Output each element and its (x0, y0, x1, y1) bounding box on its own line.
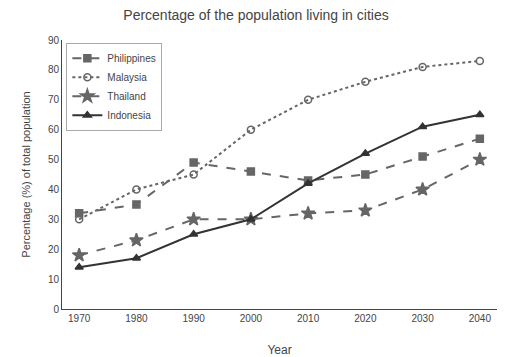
svg-text:Malaysia: Malaysia (107, 72, 147, 83)
svg-text:1990: 1990 (183, 313, 206, 324)
svg-text:50: 50 (48, 154, 60, 165)
svg-text:10: 10 (48, 274, 60, 285)
svg-text:Percentage (%) of total popula: Percentage (%) of total population (20, 91, 32, 257)
svg-text:60: 60 (48, 124, 60, 135)
svg-text:2040: 2040 (469, 313, 492, 324)
svg-text:20: 20 (48, 244, 60, 255)
svg-text:2000: 2000 (240, 313, 263, 324)
svg-text:80: 80 (48, 64, 60, 75)
svg-text:0: 0 (53, 304, 59, 315)
svg-text:2030: 2030 (411, 313, 434, 324)
svg-text:30: 30 (48, 214, 60, 225)
svg-text:Year: Year (267, 343, 291, 357)
svg-text:1980: 1980 (125, 313, 148, 324)
svg-text:40: 40 (48, 184, 60, 195)
svg-text:90: 90 (48, 35, 60, 46)
svg-text:Percentage of the population l: Percentage of the population living in c… (123, 7, 388, 23)
svg-text:2010: 2010 (297, 313, 320, 324)
svg-text:2020: 2020 (354, 313, 377, 324)
svg-text:70: 70 (48, 94, 60, 105)
svg-text:Thailand: Thailand (107, 91, 145, 102)
svg-text:1970: 1970 (68, 313, 91, 324)
svg-text:Philippines: Philippines (107, 53, 155, 64)
svg-text:Indonesia: Indonesia (107, 110, 151, 121)
